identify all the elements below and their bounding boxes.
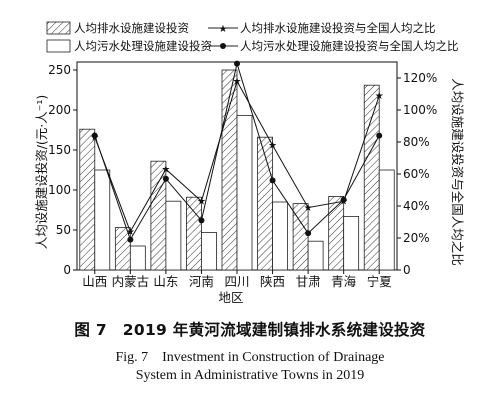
point-drainage-ratio-8: ★ bbox=[375, 91, 384, 102]
legend-star-marker: ★ bbox=[219, 24, 228, 35]
y-tick-label: 100 bbox=[48, 183, 71, 197]
bar-sewage-3 bbox=[201, 231, 217, 271]
y-tick-label: 150 bbox=[48, 143, 71, 157]
x-tick-label: 甘肃 bbox=[296, 274, 321, 289]
x-tick-label: 内蒙古 bbox=[112, 274, 150, 289]
bar-drainage-8 bbox=[363, 84, 380, 271]
legend-label-sewage: 人均污水处理设施建设投资 bbox=[74, 39, 212, 53]
point-sewage-ratio-6 bbox=[305, 230, 312, 237]
point-sewage-ratio-5 bbox=[269, 177, 276, 184]
legend-label-drainage: 人均排水设施建设投资 bbox=[74, 21, 189, 35]
y2-tick-label: 40% bbox=[403, 199, 430, 213]
point-sewage-ratio-0 bbox=[91, 132, 98, 139]
caption-english-line-1: Fig. 7 Investment in Construction of Dra… bbox=[115, 350, 385, 365]
bar-drainage-4 bbox=[221, 69, 238, 271]
point-sewage-ratio-4 bbox=[234, 60, 240, 67]
legend-circle-marker bbox=[220, 43, 226, 49]
y-tick-label: 50 bbox=[56, 223, 71, 237]
legend-swatch-plain bbox=[46, 39, 71, 53]
x-tick-label: 宁夏 bbox=[367, 274, 393, 289]
bar-sewage-4 bbox=[236, 115, 253, 271]
x-tick-label: 山东 bbox=[153, 274, 178, 289]
point-drainage-ratio-4: ★ bbox=[233, 77, 242, 88]
point-sewage-ratio-2 bbox=[162, 175, 169, 182]
point-drainage-ratio-5: ★ bbox=[268, 141, 277, 152]
y2-tick-label: 120% bbox=[403, 71, 437, 85]
point-sewage-ratio-1 bbox=[127, 236, 134, 243]
y2-tick-label: 60% bbox=[403, 167, 430, 181]
caption-chinese: 图 7 2019 年黄河流域建制镇排水系统建设投资 bbox=[74, 321, 426, 339]
bar-sewage-1 bbox=[129, 245, 146, 271]
y-axis-label: 人均设施建设投资/(元·人⁻¹) bbox=[34, 95, 49, 250]
y-tick-label: 200 bbox=[48, 103, 71, 117]
legend-swatch-hatched bbox=[46, 21, 71, 35]
point-drainage-ratio-3: ★ bbox=[197, 197, 206, 208]
point-sewage-ratio-7 bbox=[340, 196, 347, 203]
y2-tick-label: 20% bbox=[403, 231, 430, 245]
legend-label-sewage-ratio: 人均污水处理设施建设投资与全国人均之比 bbox=[240, 39, 459, 53]
point-drainage-ratio-2: ★ bbox=[161, 165, 170, 176]
bar-sewage-5 bbox=[272, 201, 288, 271]
legend-label-drainage-ratio: 人均排水设施建设投资与全国人均之比 bbox=[240, 21, 436, 35]
point-sewage-ratio-3 bbox=[198, 217, 205, 224]
caption-english-line-2: System in Administrative Towns in 2019 bbox=[135, 368, 365, 383]
point-drainage-ratio-1: ★ bbox=[126, 227, 135, 238]
x-tick-label: 陕西 bbox=[260, 274, 285, 289]
point-sewage-ratio-8 bbox=[376, 132, 383, 139]
y2-tick-label: 80% bbox=[403, 135, 430, 149]
x-axis-label: 地区 bbox=[218, 290, 243, 305]
bar-sewage-0 bbox=[94, 169, 111, 271]
bar-drainage-0 bbox=[79, 128, 96, 271]
x-tick-label: 河南 bbox=[189, 274, 214, 289]
legend: 人均排水设施建设投资 人均污水处理设施建设投资 ★ 人均排水设施建设投资与全国人… bbox=[46, 21, 459, 53]
plot-area: 0 50 100 150 200 250 0 20% 40% 60% 80% 100% 120% 山西 内蒙… bbox=[48, 60, 437, 289]
x-tick-label: 山西 bbox=[82, 274, 107, 289]
x-tick-label: 四川 bbox=[224, 274, 249, 289]
bar-drainage-3 bbox=[186, 196, 202, 271]
bar-sewage-7 bbox=[343, 215, 360, 271]
bar-sewage-6 bbox=[307, 240, 324, 271]
y2-axis-label: 人均设施建设投资与全国人均之比 bbox=[450, 78, 465, 266]
y-tick-label: 250 bbox=[48, 63, 71, 77]
line-drainage-ratio bbox=[94, 79, 380, 233]
x-tick-label: 青海 bbox=[331, 274, 357, 289]
bar-sewage-2 bbox=[165, 200, 182, 271]
y2-tick-label: 100% bbox=[403, 103, 437, 117]
bar-drainage-6 bbox=[292, 203, 309, 271]
y2-tick-label: 0 bbox=[403, 263, 411, 277]
bar-sewage-8 bbox=[378, 169, 395, 271]
y-tick-label: 0 bbox=[63, 263, 71, 277]
point-drainage-ratio-6: ★ bbox=[304, 203, 313, 214]
